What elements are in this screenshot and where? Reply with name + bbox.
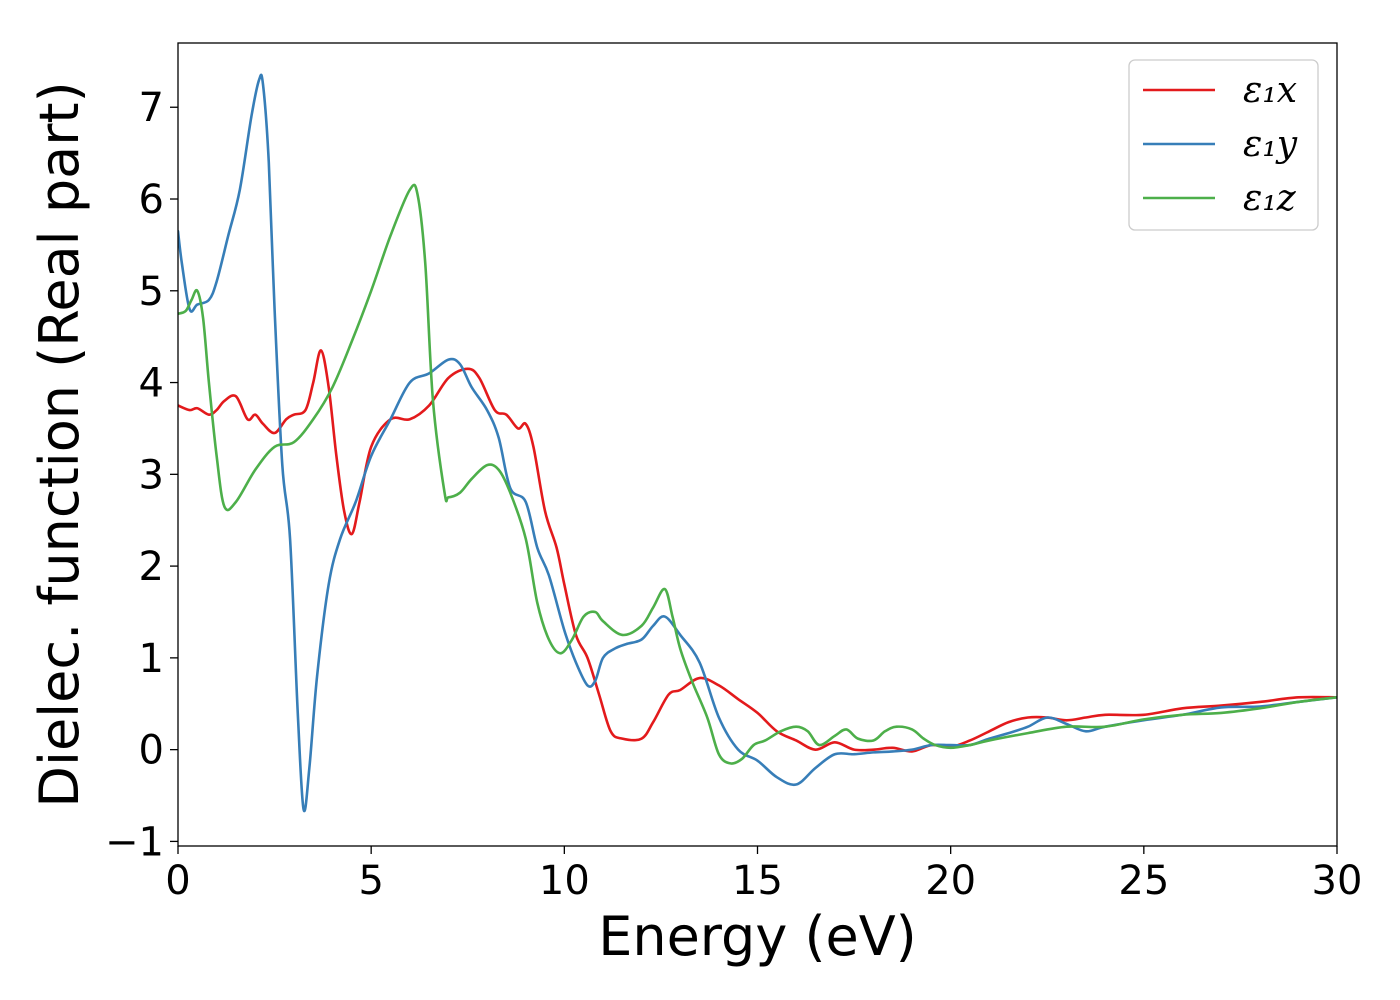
series-layer [178,73,1337,813]
y-tick-label: 0 [139,728,164,774]
y-tick-label: 7 [139,85,164,131]
x-tick-label: 30 [1312,858,1363,904]
x-tick-label: 25 [1118,858,1169,904]
series-line-3 [178,183,1337,765]
y-axis-ticks: −1 0 1 2 3 4 5 6 7 [105,85,178,865]
legend-box [1128,59,1319,231]
legend-label-1: ε₁x [1243,70,1297,111]
y-tick-label: 6 [139,177,164,223]
x-axis-label: Energy (eV) [598,905,917,968]
legend-label-3: ε₁z [1243,178,1297,219]
series-line-1 [178,349,1337,753]
y-tick-label: −1 [105,819,164,865]
y-tick-label: 4 [139,361,164,407]
x-axis-ticks: 0 5 10 15 20 25 30 [165,846,1362,904]
y-axis-label: Dielec. function (Real part) [28,81,91,807]
y-tick-label: 2 [139,544,164,590]
x-tick-label: 0 [165,858,190,904]
x-tick-label: 20 [925,858,976,904]
y-tick-label: 3 [139,452,164,498]
y-tick-label: 1 [139,636,164,682]
x-tick-label: 5 [358,858,383,904]
legend-label-2: ε₁y [1243,124,1298,165]
y-tick-label: 5 [139,269,164,315]
legend: ε₁x ε₁y ε₁z [1128,59,1319,231]
x-tick-label: 15 [732,858,783,904]
x-tick-label: 10 [539,858,590,904]
